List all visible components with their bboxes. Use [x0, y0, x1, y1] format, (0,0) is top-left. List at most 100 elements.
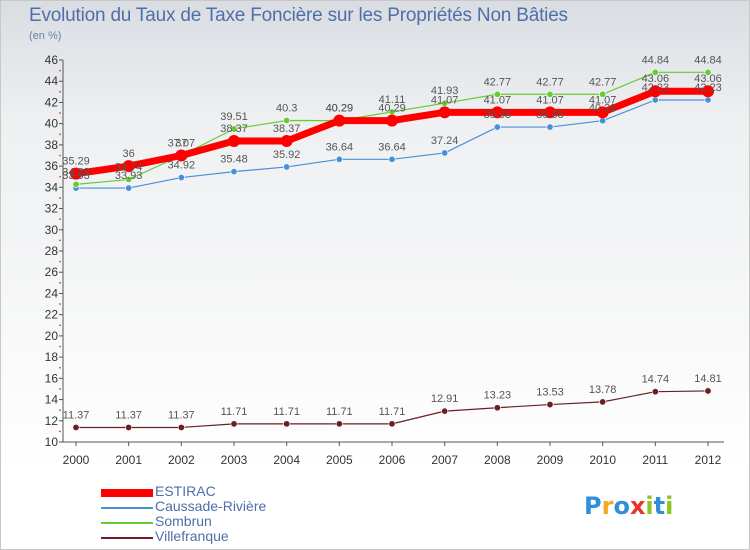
data-point	[649, 85, 662, 98]
data-point	[228, 134, 240, 147]
data-point	[493, 123, 501, 131]
x-tick-label: 2006	[379, 453, 406, 467]
data-label: 13.53	[536, 387, 564, 399]
data-label: 42.77	[589, 76, 617, 88]
data-point	[333, 114, 346, 127]
data-label: 35.29	[62, 156, 90, 168]
data-label: 11.71	[326, 406, 353, 418]
y-minor-tick	[59, 303, 61, 305]
x-tick-label: 2003	[221, 453, 248, 467]
x-tick-label: 2010	[589, 453, 616, 467]
y-tick-label: 14	[45, 393, 59, 407]
data-label: 11.37	[115, 409, 142, 421]
data-label: 41.07	[536, 94, 564, 106]
logo-letter: i	[645, 492, 654, 520]
data-point	[651, 96, 659, 104]
y-tick-label: 42	[45, 95, 59, 109]
data-point	[493, 90, 501, 98]
data-point	[70, 167, 82, 180]
logo-letter: P	[584, 492, 602, 520]
data-label: 37.24	[431, 135, 459, 147]
data-point	[230, 168, 238, 176]
x-tick-label: 2000	[63, 453, 90, 467]
data-label: 37	[175, 138, 187, 150]
data-label: 40.29	[326, 103, 354, 115]
y-minor-tick	[59, 239, 61, 242]
y-tick-label: 22	[45, 308, 59, 322]
y-tick-label: 38	[45, 138, 59, 152]
data-point	[544, 106, 556, 119]
data-label: 11.71	[273, 406, 300, 418]
data-point	[125, 423, 133, 431]
data-label: 39.68	[484, 109, 512, 121]
data-label: 42.77	[484, 76, 512, 88]
data-label: 38.37	[220, 123, 248, 135]
data-label: 13.23	[484, 390, 512, 402]
y-minor-tick	[59, 69, 61, 72]
data-point	[72, 423, 80, 431]
data-point	[704, 387, 712, 395]
chart-title: Evolution du Taux de Taxe Foncière sur l…	[29, 5, 568, 26]
data-point	[72, 180, 80, 188]
data-label: 11.71	[379, 406, 406, 418]
data-label: 34.74	[115, 161, 143, 173]
data-point	[441, 407, 449, 415]
legend-swatch	[101, 537, 153, 539]
data-point	[283, 420, 291, 428]
data-label: 41.07	[589, 94, 617, 106]
y-minor-tick	[59, 409, 61, 412]
y-tick-label: 30	[45, 223, 59, 237]
x-tick-label: 2002	[168, 453, 195, 467]
legend-swatch	[101, 489, 153, 497]
data-point	[388, 155, 396, 163]
data-point	[651, 68, 659, 76]
y-minor-tick	[59, 345, 61, 348]
data-point	[175, 149, 188, 162]
data-point	[335, 420, 343, 428]
data-label: 42.23	[694, 82, 722, 94]
y-tick-label: 10	[45, 435, 59, 449]
legend-swatch	[101, 507, 153, 509]
data-label: 41.07	[431, 94, 459, 106]
data-label: 40.3	[276, 102, 297, 114]
data-point	[438, 106, 451, 119]
y-minor-tick	[59, 430, 61, 433]
y-tick-label: 24	[45, 286, 59, 300]
legend-label: Sombrun	[155, 513, 212, 529]
y-minor-tick	[59, 260, 61, 263]
data-label: 11.71	[221, 406, 248, 418]
data-point	[546, 123, 554, 131]
data-point	[546, 90, 554, 98]
y-tick-label: 34	[45, 180, 59, 194]
data-point	[599, 398, 607, 406]
y-tick-label: 16	[45, 371, 59, 385]
data-label: 44.84	[694, 54, 722, 66]
y-minor-tick	[59, 112, 61, 114]
data-label: 11.37	[63, 409, 90, 421]
y-tick-label: 28	[45, 244, 59, 258]
data-label: 35.92	[273, 149, 301, 161]
data-label: 14.81	[694, 373, 722, 385]
y-tick-label: 40	[45, 117, 59, 131]
proxiti-logo: Proxiti	[584, 492, 673, 520]
data-point	[546, 401, 554, 409]
x-tick-label: 2007	[431, 453, 458, 467]
data-label: 40.28	[589, 103, 617, 115]
data-point	[704, 96, 712, 104]
y-tick-label: 26	[45, 265, 59, 279]
data-label: 36	[123, 148, 135, 160]
data-label: 34.92	[168, 160, 196, 172]
series-layer	[70, 68, 714, 431]
data-label: 33.93	[115, 170, 143, 182]
x-tick-label: 2009	[537, 453, 564, 467]
x-tick-label: 2004	[273, 453, 300, 467]
legend-label: Villefranque	[155, 528, 229, 544]
data-label: 42.23	[642, 82, 670, 94]
data-label: 36.64	[326, 141, 354, 153]
y-minor-tick	[59, 154, 61, 157]
data-point	[599, 90, 607, 98]
data-label: 39.51	[220, 111, 248, 123]
x-tick-label: 2012	[695, 453, 722, 467]
